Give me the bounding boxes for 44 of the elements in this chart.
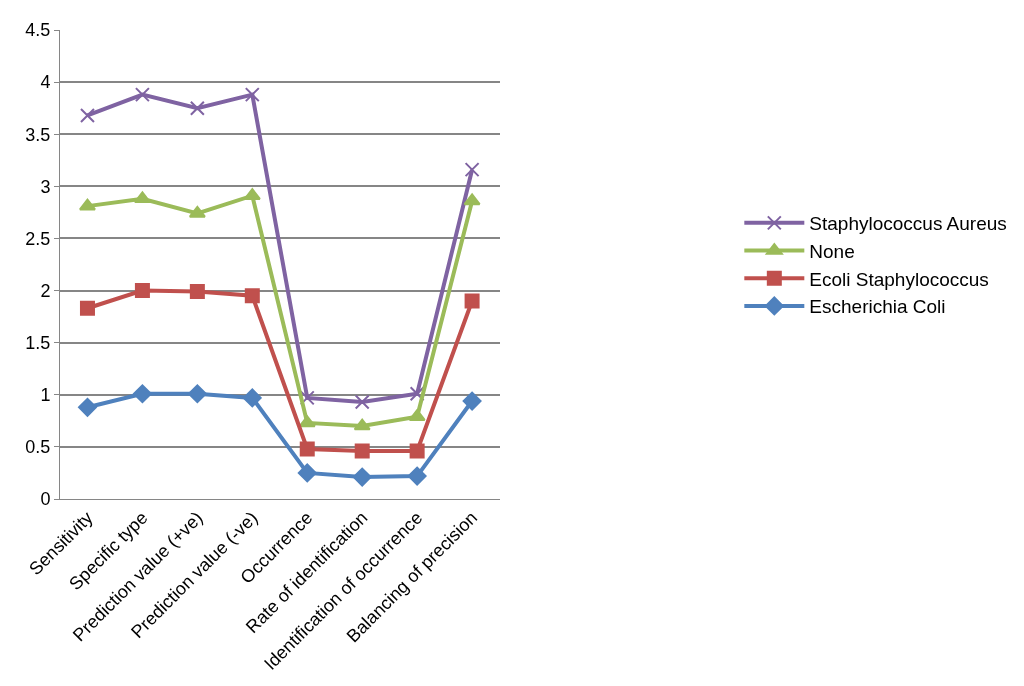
- point: [298, 415, 316, 428]
- point: [78, 397, 97, 417]
- point: [242, 388, 262, 408]
- point: [79, 107, 95, 123]
- point: [409, 443, 425, 459]
- y-tick-label: 1: [40, 385, 51, 406]
- y-tick-label: 4.5: [25, 20, 51, 41]
- legend-label: Escherichia Coli: [809, 296, 946, 318]
- point: [352, 467, 372, 487]
- point: [407, 466, 427, 486]
- point: [134, 283, 150, 299]
- point: [409, 386, 425, 402]
- y-tick-label: 1.5: [25, 332, 51, 353]
- point: [189, 100, 205, 116]
- legend-label: Staphylococcus Aureus: [809, 213, 1007, 235]
- point: [354, 443, 370, 459]
- point: [464, 293, 480, 309]
- y-tick-label: 3: [40, 176, 51, 197]
- point: [299, 390, 315, 406]
- point: [78, 198, 96, 211]
- point: [244, 87, 260, 103]
- point: [297, 463, 317, 483]
- point: [188, 205, 206, 218]
- point: [464, 162, 480, 178]
- y-tick-label: 0: [40, 489, 51, 510]
- y-tick-label: 0.5: [25, 437, 51, 458]
- legend-label: Ecoli Staphylococcus: [809, 268, 989, 290]
- point: [189, 284, 205, 300]
- point: [462, 391, 482, 411]
- point: [353, 418, 371, 431]
- legend-label: None: [809, 240, 855, 262]
- point: [132, 384, 152, 404]
- y-tick-label: 3.5: [25, 124, 51, 145]
- point: [187, 384, 207, 404]
- point: [244, 288, 260, 304]
- point: [463, 193, 481, 206]
- y-tick-label: 2: [40, 280, 51, 301]
- point: [354, 394, 370, 410]
- point: [299, 441, 315, 457]
- y-tick-label: 2.5: [25, 228, 51, 249]
- point: [134, 87, 150, 103]
- point: [79, 300, 95, 316]
- y-tick-label: 4: [40, 72, 51, 93]
- point: [133, 191, 151, 204]
